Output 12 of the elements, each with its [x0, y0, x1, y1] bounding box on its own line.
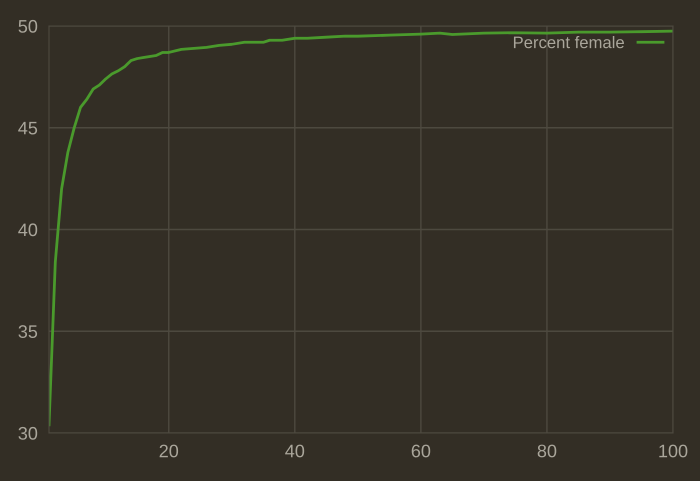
line-series: [49, 30, 673, 426]
y-tick-label: 50: [18, 20, 38, 33]
x-tick-label: 20: [160, 444, 178, 458]
x-tick-label: 80: [538, 444, 556, 458]
y-tick-label: 30: [18, 426, 38, 440]
x-tick-label: 40: [285, 444, 304, 458]
y-tick-label: 40: [18, 223, 38, 236]
x-tick-label: 60: [412, 444, 430, 458]
y-tick-label: 35: [18, 325, 38, 338]
y-tick-label: 45: [18, 122, 38, 134]
x-tick-label: 100: [659, 444, 688, 458]
legend-label: Percent female: [514, 36, 624, 48]
